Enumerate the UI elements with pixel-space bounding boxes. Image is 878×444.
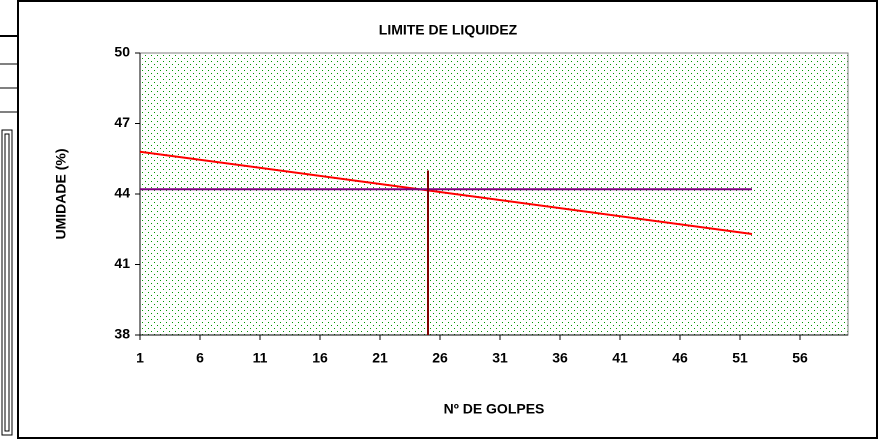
y-tick-label: 41 (114, 255, 130, 271)
x-tick-label: 16 (312, 350, 328, 366)
y-axis-label: UMIDADE (%) (53, 149, 69, 240)
x-tick-label: 6 (196, 350, 204, 366)
x-tick-label: 41 (612, 350, 628, 366)
x-tick-label: 56 (792, 350, 808, 366)
spreadsheet-fragment (0, 35, 18, 436)
y-tick-label: 38 (114, 326, 130, 342)
x-tick-label: 36 (552, 350, 568, 366)
x-tick-label: 1 (136, 350, 144, 366)
plot-area (139, 52, 849, 336)
y-tick-label: 47 (114, 114, 130, 130)
y-tick-label: 44 (114, 185, 130, 201)
x-tick-label: 51 (732, 350, 748, 366)
x-axis-label: Nº DE GOLPES (444, 401, 545, 417)
y-tick-label: 50 (114, 44, 130, 60)
chart-title: LIMITE DE LIQUIDEZ (379, 22, 518, 38)
series-line (139, 150, 753, 235)
x-tick-label: 46 (672, 350, 688, 366)
x-tick-label: 11 (253, 350, 268, 366)
x-tick-label: 21 (372, 350, 388, 366)
x-tick-label: 31 (492, 350, 508, 366)
x-tick-label: 26 (432, 350, 448, 366)
